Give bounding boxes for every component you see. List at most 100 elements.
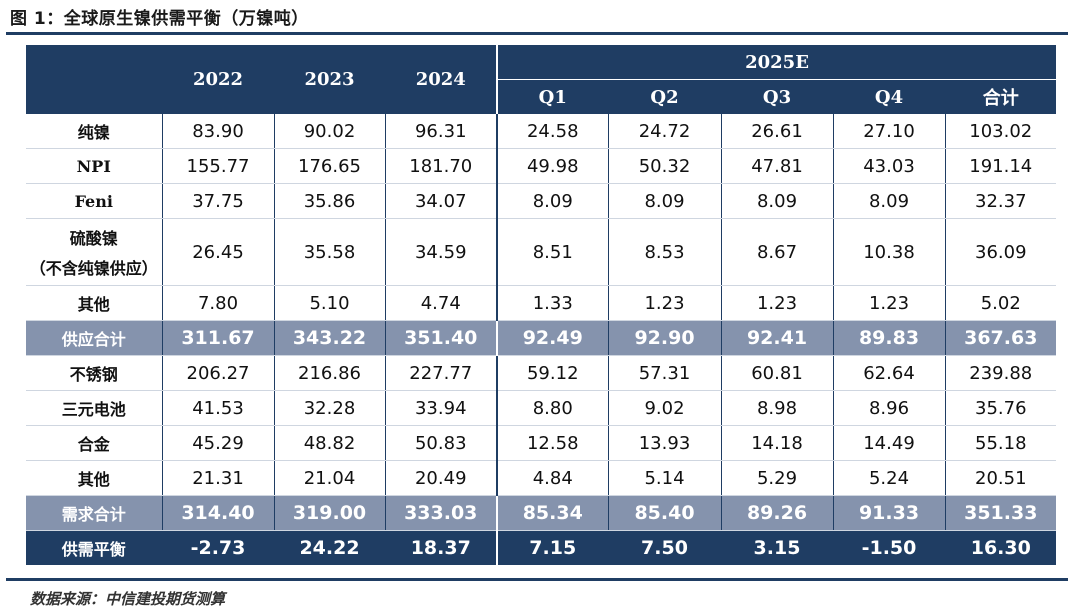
- figure-title: 图 1：全球原生镍供需平衡（万镍吨）: [10, 9, 309, 29]
- cell: 50.83: [385, 425, 498, 461]
- row-label: 供应合计: [26, 320, 163, 356]
- header-total: 合计: [945, 79, 1057, 114]
- cell: 92.90: [608, 320, 722, 356]
- cell: 351.33: [945, 495, 1057, 531]
- cell: 206.27: [162, 355, 275, 391]
- cell: 21.31: [162, 460, 275, 496]
- cell: 21.04: [274, 460, 386, 496]
- cell: 8.51: [497, 218, 609, 286]
- cell: 89.26: [721, 495, 834, 531]
- cell: 7.80: [162, 285, 275, 321]
- cell: 32.28: [274, 390, 386, 426]
- header-q2: Q2: [608, 79, 722, 114]
- row-label: NPI: [26, 148, 163, 184]
- header-year-2023: 2023: [274, 45, 386, 114]
- row-stainless: 不锈钢 206.27 216.86 227.77 59.12 57.31 60.…: [26, 355, 1057, 391]
- header-2025e-group: 2025E: [497, 45, 1057, 80]
- cell: 1.33: [497, 285, 609, 321]
- cell: 41.53: [162, 390, 275, 426]
- cell: 8.96: [833, 390, 946, 426]
- cell: 8.53: [608, 218, 722, 286]
- cell: 57.31: [608, 355, 722, 391]
- cell: 92.41: [721, 320, 834, 356]
- cell: 26.45: [162, 218, 275, 286]
- cell: 89.83: [833, 320, 946, 356]
- cell: 45.29: [162, 425, 275, 461]
- row-label: 其他: [26, 285, 163, 321]
- row-pure-nickel: 纯镍 83.90 90.02 96.31 24.58 24.72 26.61 2…: [26, 114, 1057, 149]
- cell: 8.98: [721, 390, 834, 426]
- cell: 13.93: [608, 425, 722, 461]
- cell: 8.09: [833, 183, 946, 219]
- cell: 216.86: [274, 355, 386, 391]
- header-q1: Q1: [497, 79, 609, 114]
- header-label-blank: [26, 45, 163, 114]
- cell: 32.37: [945, 183, 1057, 219]
- row-supply-total: 供应合计 311.67 343.22 351.40 92.49 92.90 92…: [26, 320, 1057, 356]
- cell: 5.29: [721, 460, 834, 496]
- cell: 8.09: [497, 183, 609, 219]
- header-q4: Q4: [833, 79, 946, 114]
- cell: 1.23: [608, 285, 722, 321]
- cell: 34.59: [385, 218, 498, 286]
- cell: 333.03: [385, 495, 498, 531]
- row-label: 纯镍: [26, 114, 163, 149]
- top-divider: [6, 32, 1068, 35]
- cell: 34.07: [385, 183, 498, 219]
- row-alloy: 合金 45.29 48.82 50.83 12.58 13.93 14.18 1…: [26, 425, 1057, 461]
- cell: 35.86: [274, 183, 386, 219]
- cell: 311.67: [162, 320, 275, 356]
- header-year-2022: 2022: [162, 45, 275, 114]
- cell: 1.23: [721, 285, 834, 321]
- cell: 5.24: [833, 460, 946, 496]
- cell: 36.09: [945, 218, 1057, 286]
- cell: 343.22: [274, 320, 386, 356]
- cell: 155.77: [162, 148, 275, 184]
- cell: 181.70: [385, 148, 498, 184]
- row-demand-other: 其他 21.31 21.04 20.49 4.84 5.14 5.29 5.24…: [26, 460, 1057, 496]
- cell: 4.74: [385, 285, 498, 321]
- row-label: 硫酸镍 （不含纯镍供应）: [26, 218, 163, 286]
- cell: 50.32: [608, 148, 722, 184]
- cell: 7.50: [608, 530, 722, 565]
- row-label-line1: 硫酸镍: [69, 229, 118, 248]
- cell: 62.64: [833, 355, 946, 391]
- cell: 239.88: [945, 355, 1057, 391]
- row-label: Feni: [26, 183, 163, 219]
- cell: 319.00: [274, 495, 386, 531]
- row-label: 合金: [26, 425, 163, 461]
- row-label-line2: （不含纯镍供应）: [29, 259, 158, 278]
- cell: 5.02: [945, 285, 1057, 321]
- cell: 24.58: [497, 114, 609, 149]
- row-supply-demand-balance: 供需平衡 -2.73 24.22 18.37 7.15 7.50 3.15 -1…: [26, 530, 1057, 565]
- cell: 8.80: [497, 390, 609, 426]
- cell: 83.90: [162, 114, 275, 149]
- cell: 367.63: [945, 320, 1057, 356]
- cell: 35.58: [274, 218, 386, 286]
- cell: 14.49: [833, 425, 946, 461]
- cell: 35.76: [945, 390, 1057, 426]
- cell: 24.72: [608, 114, 722, 149]
- cell: 3.15: [721, 530, 834, 565]
- cell: 33.94: [385, 390, 498, 426]
- row-npi: NPI 155.77 176.65 181.70 49.98 50.32 47.…: [26, 148, 1057, 184]
- cell: 1.23: [833, 285, 946, 321]
- cell: 16.30: [945, 530, 1057, 565]
- header-year-2024: 2024: [385, 45, 498, 114]
- cell: 85.34: [497, 495, 609, 531]
- cell: 55.18: [945, 425, 1057, 461]
- cell: 5.10: [274, 285, 386, 321]
- cell: 8.67: [721, 218, 834, 286]
- cell: 18.37: [385, 530, 498, 565]
- row-label: 需求合计: [26, 495, 163, 531]
- cell: 26.61: [721, 114, 834, 149]
- cell: 20.49: [385, 460, 498, 496]
- cell: 176.65: [274, 148, 386, 184]
- row-ternary-battery: 三元电池 41.53 32.28 33.94 8.80 9.02 8.98 8.…: [26, 390, 1057, 426]
- cell: 48.82: [274, 425, 386, 461]
- cell: 5.14: [608, 460, 722, 496]
- row-feni: Feni 37.75 35.86 34.07 8.09 8.09 8.09 8.…: [26, 183, 1057, 219]
- cell: 191.14: [945, 148, 1057, 184]
- cell: 47.81: [721, 148, 834, 184]
- cell: -2.73: [162, 530, 275, 565]
